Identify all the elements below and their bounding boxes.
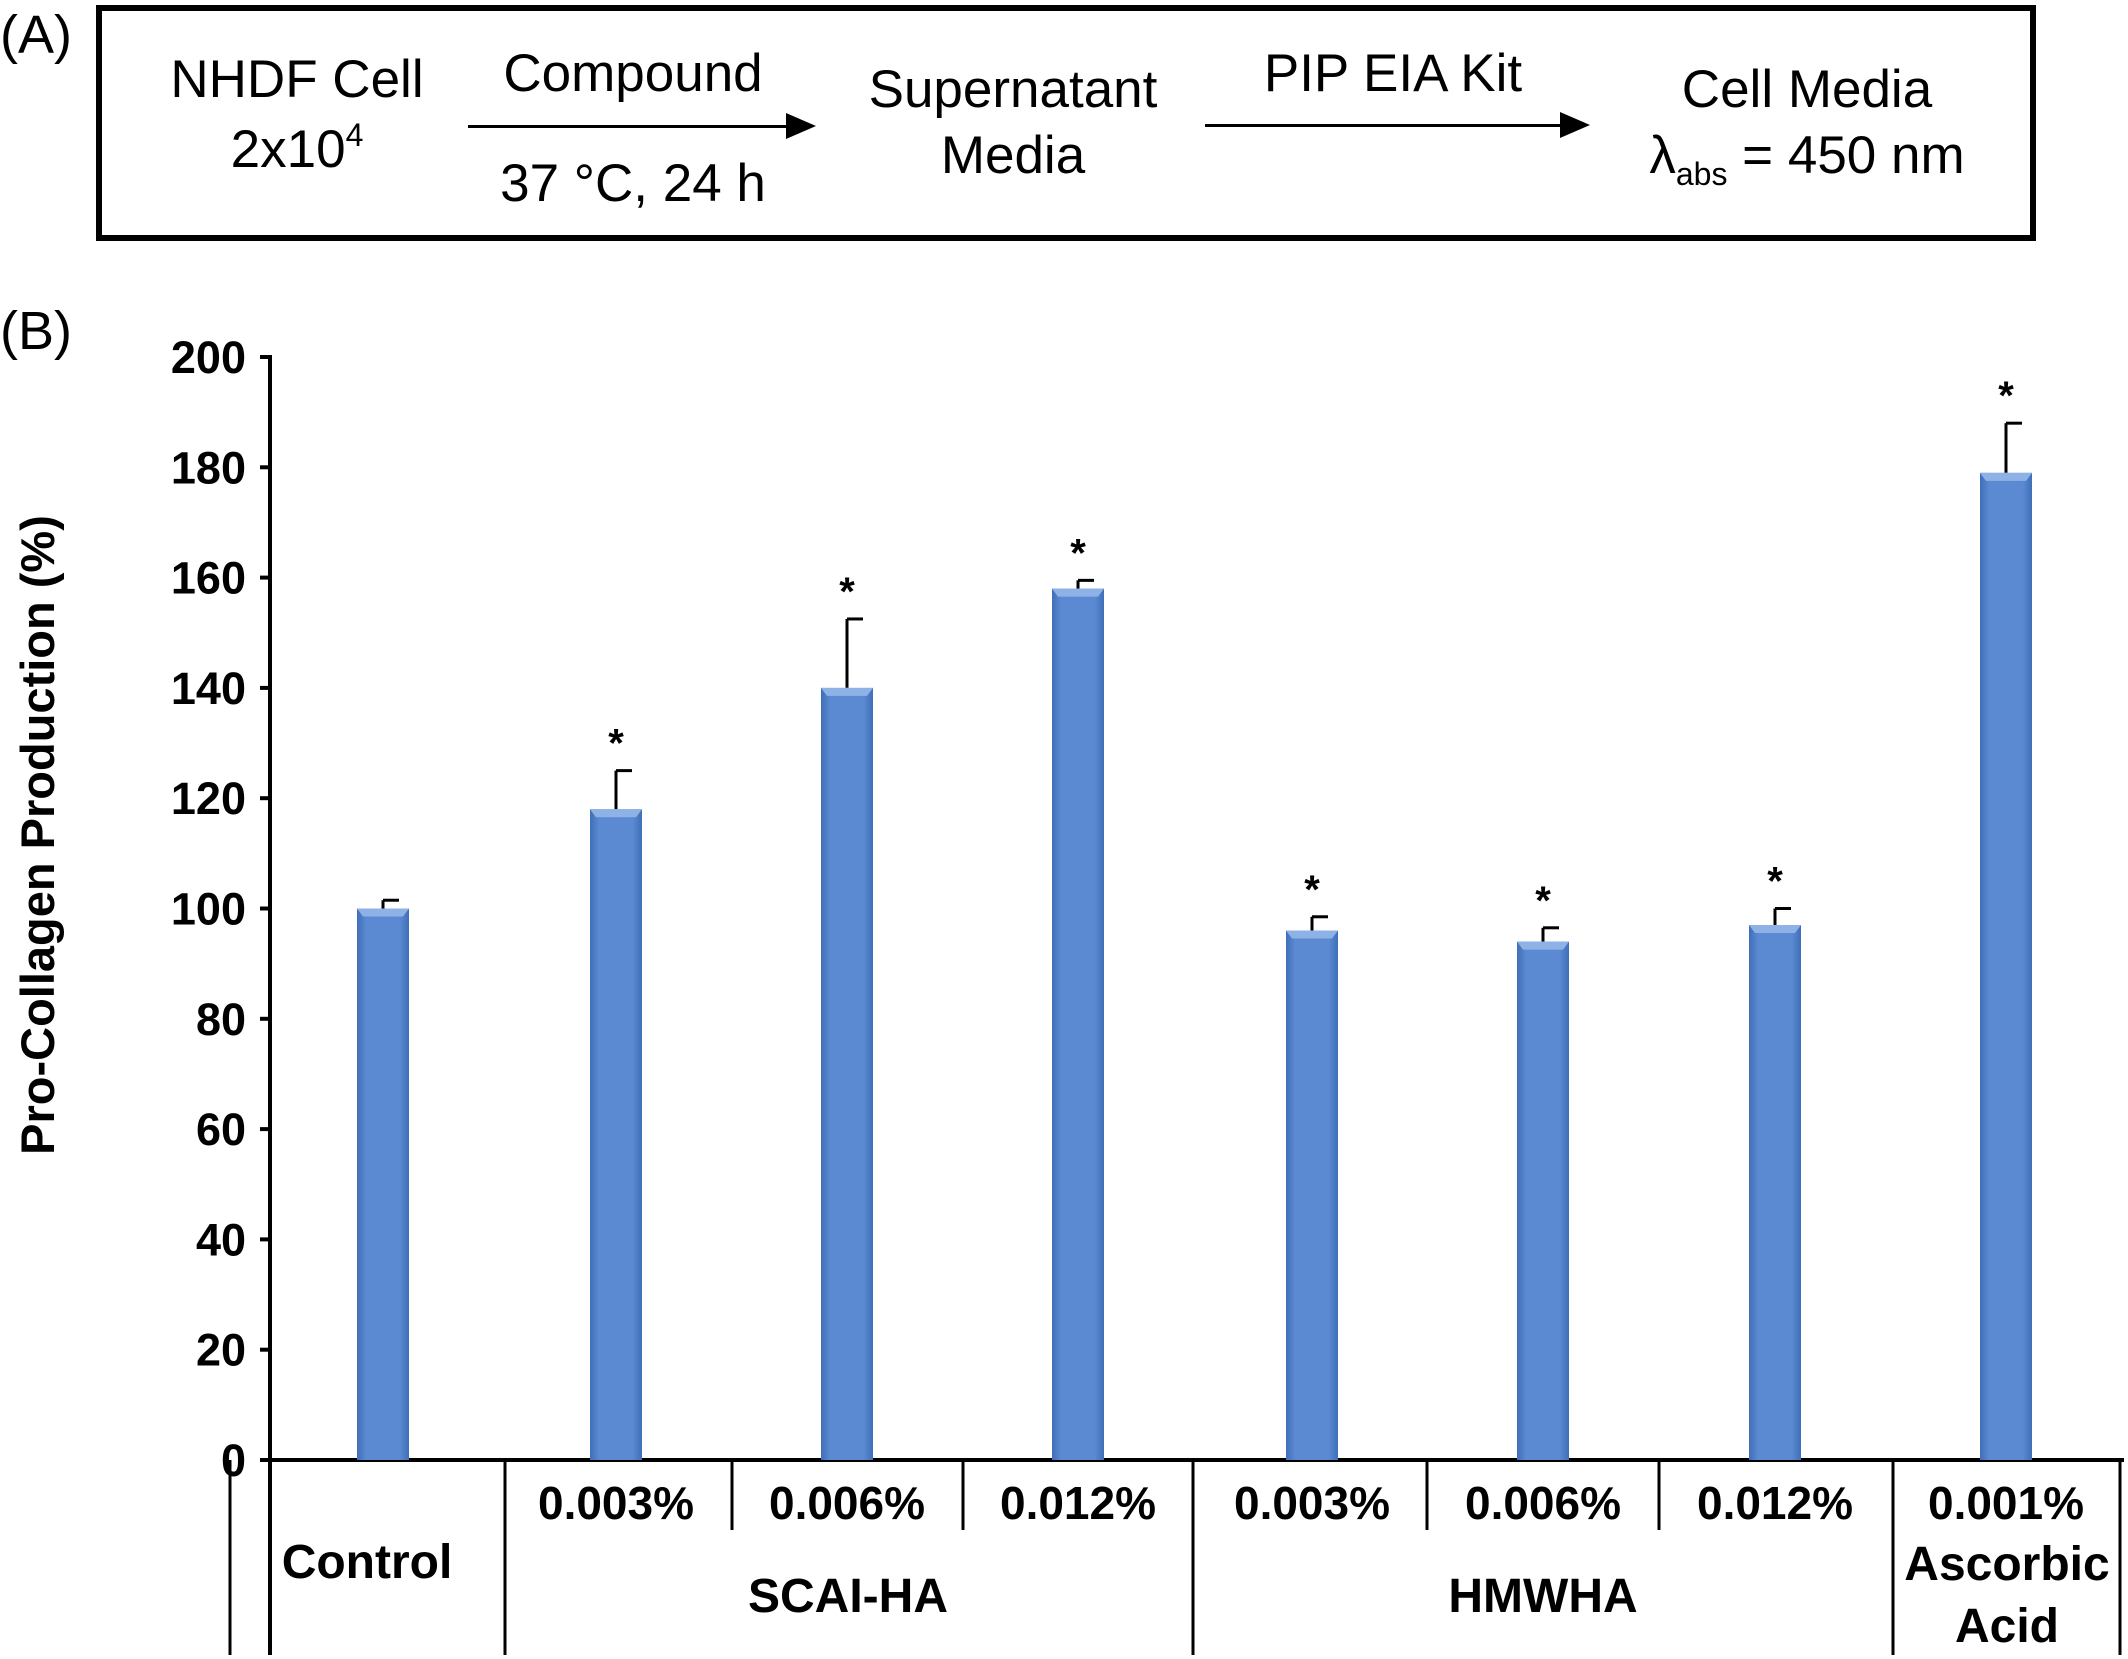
panel-a-label: (A) bbox=[0, 5, 72, 65]
lambda-symbol: λ bbox=[1649, 126, 1676, 185]
step-supernatant: Supernatant bbox=[869, 63, 1158, 116]
y-tick-label: 60 bbox=[196, 1104, 246, 1155]
y-tick-label: 120 bbox=[171, 773, 246, 824]
group-label: SCAI-HA bbox=[748, 1570, 948, 1623]
y-tick-label: 160 bbox=[171, 553, 246, 604]
step-cell-count: 2x104 bbox=[230, 119, 364, 179]
arrow1-head bbox=[786, 113, 816, 139]
y-tick-label: 180 bbox=[171, 442, 246, 493]
significance-marker: * bbox=[1767, 860, 1783, 904]
step-absorbance: λabs = 450 nm bbox=[1649, 126, 1965, 190]
bar-top-bevel bbox=[1052, 588, 1104, 597]
lambda-subscript: abs bbox=[1675, 156, 1728, 192]
bar bbox=[1749, 925, 1801, 1460]
cell-count-text: 2x10 bbox=[230, 120, 346, 179]
arrow2-top-text: PIP EIA Kit bbox=[1263, 44, 1523, 103]
y-tick-label: 40 bbox=[196, 1214, 246, 1265]
bar-top-bevel bbox=[1286, 930, 1338, 939]
concentration-label: 0.003% bbox=[538, 1477, 694, 1529]
arrow2-line bbox=[1205, 124, 1563, 127]
significance-marker: * bbox=[1998, 374, 2014, 418]
bar bbox=[357, 908, 409, 1460]
arrow1-line bbox=[468, 125, 788, 128]
absorbance-value: = 450 nm bbox=[1727, 126, 1965, 185]
bar-top-bevel bbox=[357, 908, 409, 917]
step-cell-media: Cell Media bbox=[1682, 63, 1932, 116]
arrow2-head bbox=[1560, 112, 1590, 138]
bar-top-bevel bbox=[821, 687, 873, 696]
y-tick-label: 100 bbox=[171, 884, 246, 935]
bar bbox=[1052, 588, 1104, 1460]
y-axis-label: Pro-Collagen Production (%) bbox=[11, 515, 64, 1155]
cell-count-exponent: 4 bbox=[345, 117, 364, 153]
group-label: Control bbox=[282, 1536, 453, 1589]
arrow1-top-text: Compound bbox=[503, 44, 763, 103]
step-supernatant-line2: Media bbox=[940, 126, 1086, 185]
y-tick-label: 140 bbox=[171, 663, 246, 714]
bar-top-bevel bbox=[1517, 941, 1569, 950]
step-supernatant-line1: Supernatant bbox=[868, 60, 1158, 119]
workflow-box: NHDF Cell 2x104 Compound 37 °C, 24 h Sup… bbox=[96, 5, 2036, 241]
significance-marker: * bbox=[839, 570, 855, 614]
bar-top-bevel bbox=[1980, 472, 2032, 481]
concentration-label: 0.006% bbox=[769, 1477, 925, 1529]
arrow2-top-label: PIP EIA Kit bbox=[1264, 47, 1522, 100]
step-supernatant-2: Media bbox=[941, 129, 1085, 182]
bar bbox=[1980, 472, 2032, 1460]
bar bbox=[821, 687, 873, 1460]
concentration-label: 0.006% bbox=[1465, 1477, 1621, 1529]
y-tick-label: 200 bbox=[171, 332, 246, 383]
step-nhdf-cell-title: NHDF Cell bbox=[170, 50, 424, 109]
group-label: Ascorbic bbox=[1904, 1538, 2109, 1591]
concentration-label: 0.001% bbox=[1928, 1477, 2084, 1529]
bar bbox=[1517, 941, 1569, 1460]
arrow1-bottom-label: 37 °C, 24 h bbox=[500, 157, 766, 210]
arrow1-bottom-text: 37 °C, 24 h bbox=[500, 154, 766, 213]
significance-marker: * bbox=[1304, 868, 1320, 912]
significance-marker: * bbox=[1070, 531, 1086, 575]
bar bbox=[1286, 930, 1338, 1460]
concentration-label: 0.003% bbox=[1234, 1477, 1390, 1529]
group-label: Acid bbox=[1955, 1600, 2059, 1653]
concentration-label: 0.012% bbox=[1000, 1477, 1156, 1529]
bar-top-bevel bbox=[590, 809, 642, 818]
y-tick-label: 80 bbox=[196, 994, 246, 1045]
bar-top-bevel bbox=[1749, 925, 1801, 934]
y-tick-label: 20 bbox=[196, 1325, 246, 1376]
concentration-label: 0.012% bbox=[1697, 1477, 1853, 1529]
bar bbox=[590, 809, 642, 1460]
arrow1-top-label: Compound bbox=[503, 47, 762, 100]
step-nhdf-cell: NHDF Cell bbox=[170, 53, 423, 106]
step-cell-media-title: Cell Media bbox=[1681, 60, 1933, 119]
panel-b-label: (B) bbox=[0, 301, 72, 361]
group-label: HMWHA bbox=[1448, 1570, 1637, 1623]
significance-marker: * bbox=[608, 722, 624, 766]
significance-marker: * bbox=[1535, 879, 1551, 923]
y-tick-label: 0 bbox=[221, 1435, 246, 1486]
